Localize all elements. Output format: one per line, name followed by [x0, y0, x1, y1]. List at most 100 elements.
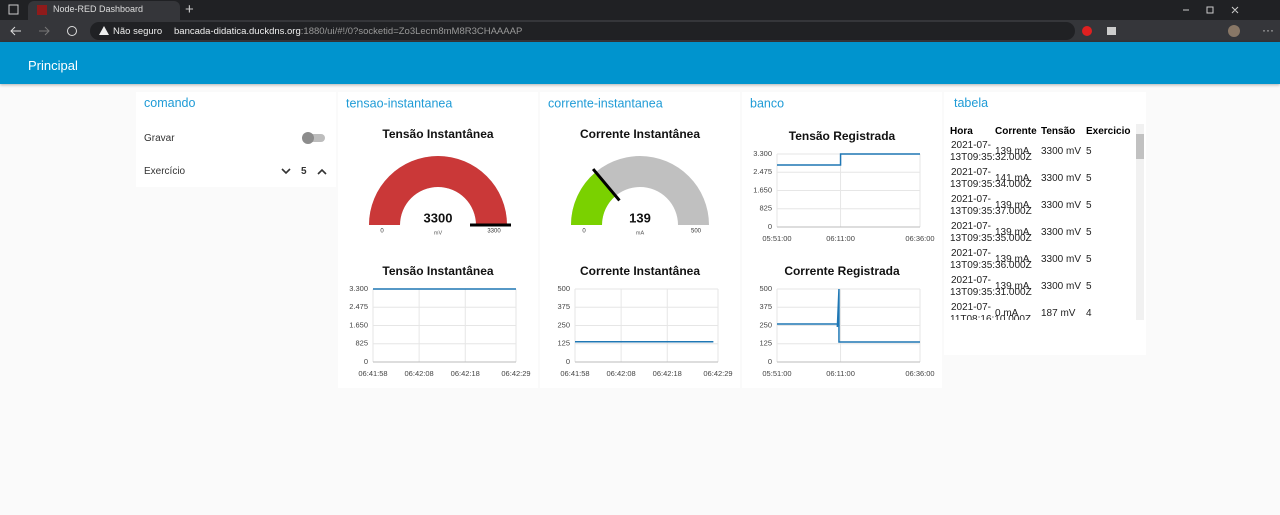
table-cell: 5 — [1086, 281, 1092, 292]
y-tick-label: 825 — [355, 339, 368, 348]
table-cell: 3300 mV — [1041, 254, 1082, 265]
gauge-unit: mV — [434, 230, 443, 236]
x-tick-label: 06:42:18 — [653, 369, 682, 378]
table-cell: 2021-07-13T09:35:31.000Z — [950, 275, 1032, 298]
y-tick-label: 500 — [557, 284, 570, 293]
profile[interactable] — [1228, 25, 1240, 37]
y-tick-label: 250 — [557, 320, 570, 329]
chart-title: Corrente Instantânea — [580, 264, 700, 278]
gauge-fill — [369, 156, 507, 225]
y-tick-label: 375 — [759, 302, 772, 311]
table-cell: 2021-07-13T09:35:32.000Z — [950, 140, 1032, 163]
favicon — [37, 5, 47, 15]
widget-title: corrente-instantanea — [548, 96, 663, 110]
tab-bar — [0, 0, 1280, 20]
header — [0, 42, 1280, 84]
y-tick-label: 2.475 — [349, 302, 368, 311]
x-tick-label: 06:41:58 — [560, 369, 589, 378]
y-tick-label: 500 — [759, 284, 772, 293]
switch-knob — [302, 132, 314, 144]
gauge-fill — [571, 172, 616, 225]
column-header: Corrente — [995, 126, 1037, 137]
table-cell: 139 mA — [995, 254, 1030, 265]
table-cell: 3300 mV — [1041, 173, 1082, 184]
switch-label: Gravar — [144, 133, 175, 144]
warning-icon — [99, 26, 109, 35]
scrollbar[interactable] — [1136, 124, 1144, 320]
numeric-label: Exercício — [144, 166, 186, 177]
window-controls[interactable] — [1183, 6, 1239, 14]
x-tick-label: 06:42:18 — [451, 369, 480, 378]
table-cell: 187 mV — [1041, 308, 1076, 319]
y-tick-label: 3.300 — [349, 284, 368, 293]
table-cell: 3300 mV — [1041, 281, 1082, 292]
gauge-unit: mA — [636, 230, 645, 236]
y-tick-label: 1.650 — [753, 185, 772, 194]
gauge-value: 139 — [629, 210, 651, 225]
url: bancada-didatica.duckdns.org:1880/ui/#!/… — [174, 26, 522, 37]
numeric-buttons — [281, 168, 327, 175]
widget-title: banco — [750, 96, 784, 110]
widget-title: comando — [144, 96, 196, 110]
table-cell: 5 — [1086, 146, 1092, 157]
gauge-min: 0 — [380, 229, 384, 235]
x-tick-label: 06:36:00 — [905, 369, 934, 378]
x-tick-label: 06:41:58 — [358, 369, 387, 378]
y-tick-label: 375 — [557, 302, 570, 311]
table-cell: 139 mA — [995, 200, 1030, 211]
x-tick-label: 06:11:00 — [826, 369, 855, 378]
tab-title: Node-RED Dashboard — [53, 4, 144, 14]
table-cell: 139 mA — [995, 281, 1030, 292]
table-cell: 139 mA — [995, 227, 1030, 238]
increment[interactable] — [317, 168, 327, 175]
chart-title: Corrente Registrada — [784, 264, 900, 278]
menu[interactable]: ··· — [1262, 23, 1274, 37]
switch[interactable] — [296, 128, 330, 148]
widget-title: tabela — [954, 96, 989, 110]
decrement[interactable] — [281, 168, 291, 175]
y-tick-label: 0 — [768, 357, 772, 366]
forward[interactable] — [39, 26, 50, 36]
gauge-track — [369, 156, 507, 225]
gauge-max: 3300 — [487, 229, 501, 235]
reload[interactable] — [67, 26, 77, 36]
new-tab[interactable]: + — [185, 1, 194, 18]
gauge-value: 3300 — [424, 210, 453, 225]
chrome-icons: ··· — [8, 4, 1274, 37]
y-tick-label: 0 — [566, 357, 570, 366]
column-header: Exercicio — [1086, 126, 1131, 137]
x-tick-label: 06:42:29 — [703, 369, 732, 378]
line — [777, 153, 920, 166]
table-cell: 5 — [1086, 173, 1092, 184]
security-label: Não seguro — [113, 26, 163, 37]
x-tick-label: 06:11:00 — [826, 234, 855, 243]
table: Hora Corrente Tensão Exercicio 2021-07-13T09… — [948, 122, 1136, 320]
table-cell: 5 — [1086, 227, 1092, 238]
x-tick-label: 06:36:00 — [905, 234, 934, 243]
chart-title: Tensão Registrada — [789, 129, 896, 143]
y-tick-label: 125 — [759, 339, 772, 348]
table-cell: 2021-07-11T08:16:10.000Z — [950, 302, 1031, 320]
table-cell: 4 — [1086, 308, 1092, 319]
url-rest: :1880/ui/#!/0?socketid=Zo3Lecm8mM8R3CHAA… — [300, 26, 523, 37]
back[interactable] — [10, 26, 21, 36]
table-cell: 5 — [1086, 200, 1092, 211]
y-tick-label: 1.650 — [349, 320, 368, 329]
gauge-track — [571, 156, 709, 225]
table-cell: 139 mA — [995, 146, 1030, 157]
address-bar[interactable] — [90, 22, 1075, 40]
table-cell: 2021-07-13T09:35:35.000Z — [950, 221, 1032, 244]
gauge-min: 0 — [582, 229, 586, 235]
x-tick-label: 06:42:08 — [405, 369, 434, 378]
x-tick-label: 05:51:00 — [762, 234, 791, 243]
url-host: bancada-didatica.duckdns.org — [174, 26, 301, 37]
gauge-title: Corrente Instantânea — [580, 127, 700, 141]
ext-icon[interactable] — [1107, 27, 1116, 35]
ext-icon[interactable] — [1082, 26, 1092, 36]
tab-icon — [8, 4, 19, 15]
y-tick-label: 3.300 — [753, 149, 772, 158]
tab[interactable] — [28, 1, 180, 20]
gauge-title: Tensão Instantânea — [382, 127, 493, 141]
scroll-thumb[interactable] — [1136, 134, 1144, 159]
